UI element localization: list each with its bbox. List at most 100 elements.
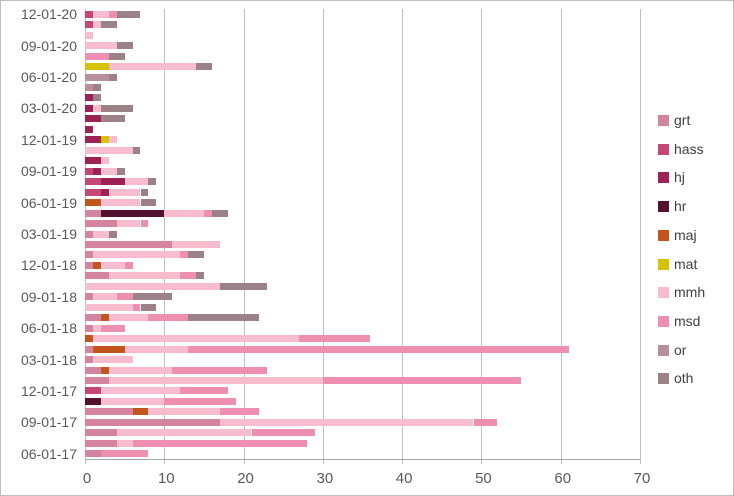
- bar-segment-mmh: [100, 387, 181, 395]
- bar-row: [85, 188, 640, 196]
- bar-segment-hass: [85, 167, 93, 175]
- bar-segment-mmh: [148, 408, 220, 416]
- bar-segment-hass: [85, 188, 101, 196]
- bar-row: [85, 282, 640, 290]
- legend-swatch-oth-icon: [658, 373, 669, 385]
- bar-segment-oth: [116, 10, 141, 18]
- bar-row: [85, 272, 640, 280]
- bar-segment-msd: [140, 220, 149, 228]
- bar-segment-msd: [188, 345, 569, 353]
- bar-segment-oth: [108, 52, 125, 60]
- bar-segment-msd: [100, 450, 149, 458]
- bar-segment-mmh: [124, 345, 189, 353]
- bar-segment-mmh: [172, 240, 220, 248]
- x-axis-label: 10: [157, 470, 175, 487]
- bar-row: [85, 31, 640, 39]
- bar-segment-grt: [85, 272, 109, 280]
- bar-row: [85, 83, 640, 91]
- bar-row: [85, 366, 640, 374]
- bar-segment-hass: [85, 21, 93, 29]
- bar-row: [85, 199, 640, 207]
- y-axis-label: 03-01-18: [20, 351, 77, 368]
- x-axis-line: [85, 459, 640, 460]
- bar-segment-maj: [92, 345, 125, 353]
- bar-segment-mmh: [85, 146, 133, 154]
- y-axis-label: 09-01-20: [20, 37, 77, 54]
- bar-segment-msd: [100, 324, 125, 332]
- bar-segment-maj: [85, 335, 93, 343]
- bar-segment-hj: [85, 125, 93, 133]
- legend-label: or: [674, 341, 687, 358]
- bar-segment-oth: [108, 230, 117, 238]
- bar-segment-mmh: [108, 63, 196, 71]
- bar-segment-mmh: [108, 314, 149, 322]
- bar-segment-mmh: [100, 261, 125, 269]
- legend-label: msd: [674, 312, 701, 329]
- bar-segment-oth: [188, 251, 204, 259]
- bar-segment-grt: [85, 230, 93, 238]
- bar-segment-hr: [85, 397, 101, 405]
- bar-segment-oth: [132, 293, 173, 301]
- bar-segment-grt: [85, 345, 93, 353]
- x-axis-label: 20: [237, 470, 254, 487]
- bar-row: [85, 63, 640, 71]
- bar-segment-grt: [85, 450, 101, 458]
- bar-segment-hj: [85, 104, 93, 112]
- bar-row: [85, 157, 640, 165]
- legend-label: hass: [674, 140, 704, 157]
- bar-segment-mmh: [92, 251, 181, 259]
- bar-row: [85, 21, 640, 29]
- legend-swatch-or-icon: [658, 344, 669, 356]
- legend-swatch-mmh-icon: [658, 287, 669, 299]
- gridline: [640, 9, 641, 464]
- bar-segment-mmh: [116, 220, 141, 228]
- bar-row: [85, 209, 640, 217]
- bar-row: [85, 314, 640, 322]
- bar-row: [85, 125, 640, 133]
- bar-segment-mmh: [92, 10, 109, 18]
- bar-segment-mat: [100, 136, 109, 144]
- legend-swatch-hass-icon: [658, 143, 669, 155]
- y-axis-label: 12-01-17: [20, 382, 77, 399]
- bar-segment-mmh: [92, 324, 101, 332]
- bar-row: [85, 178, 640, 186]
- x-axis-label: 60: [554, 470, 572, 487]
- gridline: [322, 9, 324, 464]
- bar-row: [85, 146, 640, 154]
- x-axis-label: 50: [475, 470, 492, 487]
- legend-label: mat: [674, 255, 698, 272]
- bar-segment-oth: [196, 63, 212, 71]
- y-axis-label: 06-01-17: [20, 445, 77, 462]
- bar-row: [85, 324, 640, 332]
- bar-segment-msd: [251, 429, 315, 437]
- gridline: [243, 9, 245, 464]
- legend-label: maj: [674, 226, 697, 243]
- bar-segment-oth: [140, 199, 157, 207]
- bar-segment-mat: [85, 63, 109, 71]
- bar-segment-hj: [100, 188, 109, 196]
- bar-segment-msd: [85, 52, 109, 60]
- y-axis-label: 12-01-19: [20, 131, 77, 148]
- bar-segment-msd: [322, 377, 522, 384]
- bar-segment-mmh: [108, 136, 117, 144]
- bar-segment-oth: [100, 104, 133, 112]
- bar-row: [85, 345, 640, 353]
- bar-segment-oth: [140, 188, 149, 196]
- y-axis-label: 03-01-20: [20, 100, 77, 117]
- legend-label: hr: [674, 198, 687, 215]
- bar-segment-hass: [85, 178, 101, 186]
- bar-segment-mmh: [92, 356, 133, 364]
- bar-segment-grt: [85, 220, 117, 228]
- bar-row: [85, 251, 640, 259]
- y-axis-label: 09-01-17: [20, 414, 77, 431]
- bar-segment-grt: [85, 366, 101, 374]
- bar-row: [85, 439, 640, 447]
- bar-segment-msd: [132, 303, 141, 311]
- legend-label: mmh: [674, 284, 706, 301]
- bar-segment-mmh: [108, 188, 141, 196]
- bar-row: [85, 42, 640, 50]
- legend-swatch-msd-icon: [658, 315, 669, 327]
- bar-segment-hj: [85, 94, 93, 102]
- legend-swatch-hj-icon: [658, 172, 669, 184]
